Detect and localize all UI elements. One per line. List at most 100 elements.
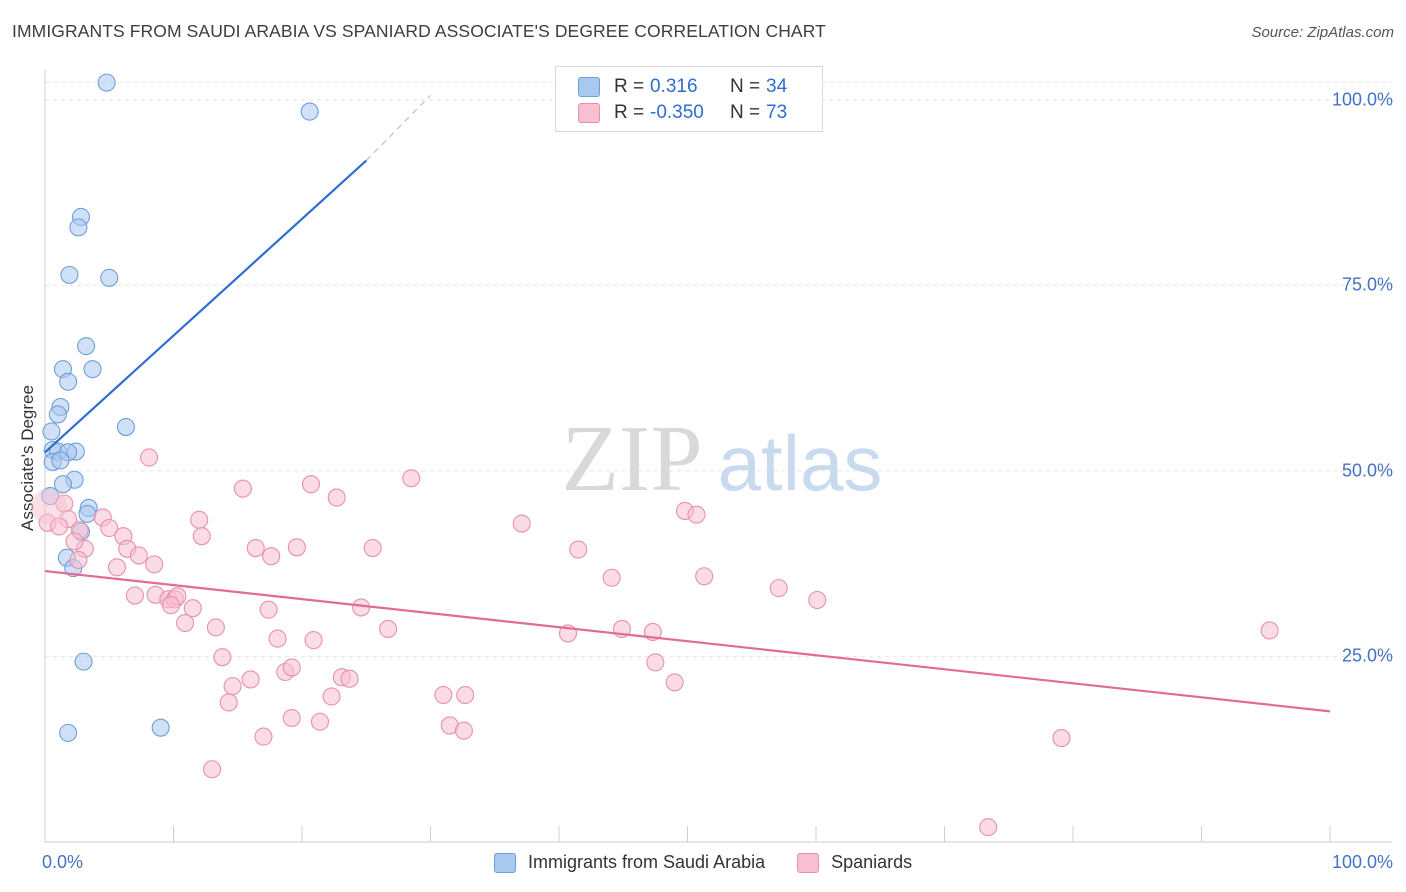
- spaniard-point: [665, 673, 684, 692]
- y-tick-label: 75.0%: [1341, 274, 1393, 295]
- spaniard-cluster-point: [30, 488, 67, 525]
- legend-row-spaniards: R = -0.350 N = 73: [578, 101, 787, 125]
- legend-swatch-spaniards: [797, 852, 820, 873]
- spaniard-point: [259, 600, 278, 619]
- spaniard-point: [1260, 621, 1279, 640]
- saudi-point: [59, 723, 78, 742]
- spaniard-point: [454, 721, 473, 740]
- saudi-point: [151, 718, 170, 737]
- spaniard-point: [327, 488, 346, 507]
- x-tick-max: 100.0%: [1331, 852, 1393, 872]
- saudi-point: [59, 372, 78, 391]
- spaniard-point: [69, 550, 88, 569]
- spaniard-point: [125, 586, 144, 605]
- spaniard-point: [268, 629, 287, 648]
- spaniard-point: [183, 599, 202, 618]
- watermark-zip: ZIP: [562, 407, 703, 511]
- saudi-point: [51, 451, 70, 470]
- spaniard-point: [140, 448, 159, 467]
- spaniard-point: [145, 555, 164, 574]
- x-tick-min: 0.0%: [42, 852, 84, 872]
- r-label: R =: [614, 102, 645, 123]
- spaniard-point: [434, 685, 453, 705]
- spaniard-point: [301, 475, 321, 494]
- spaniard-point: [282, 658, 301, 677]
- legend-label-saudi: Immigrants from Saudi Arabia: [528, 852, 766, 872]
- spaniard-point: [646, 653, 665, 672]
- trend-line-saudi: [44, 159, 367, 454]
- trend-lines: [44, 94, 1331, 713]
- spaniard-point: [602, 568, 621, 587]
- saudi-point: [60, 265, 79, 284]
- legend-item-saudi[interactable]: Immigrants from Saudi Arabia: [494, 852, 765, 873]
- spaniard-point: [254, 727, 273, 746]
- axes: [44, 70, 1392, 843]
- spaniard-point: [695, 567, 714, 586]
- legend-swatch-saudi: [578, 77, 600, 97]
- spaniard-point: [769, 579, 788, 598]
- y-tick-label: 50.0%: [1341, 460, 1393, 481]
- spaniard-point: [352, 598, 371, 617]
- saudi-point: [78, 504, 97, 523]
- spaniard-point: [282, 708, 301, 728]
- saudi-point: [77, 337, 96, 356]
- saudi-point: [97, 73, 116, 92]
- spaniard-point: [213, 648, 232, 667]
- y-tick-label: 25.0%: [1341, 645, 1393, 666]
- n-value: 34: [766, 76, 788, 97]
- legend-item-spaniards[interactable]: Spaniards: [797, 852, 912, 873]
- legend-label-spaniards: Spaniards: [831, 852, 913, 872]
- correlation-legend: R = 0.316 N = 34 R = -0.350 N = 73: [555, 66, 823, 132]
- spaniard-point: [402, 469, 421, 488]
- spaniard-point: [219, 693, 238, 712]
- saudi-point: [48, 405, 67, 424]
- spaniard-point: [223, 677, 242, 696]
- spaniard-point: [340, 669, 359, 688]
- spaniard-point: [363, 538, 382, 558]
- spaniard-point: [190, 510, 209, 529]
- saudi-point: [53, 475, 73, 494]
- spaniard-point: [322, 687, 341, 706]
- spaniard-point: [808, 590, 827, 610]
- spaniard-point: [304, 631, 323, 650]
- spaniard-point: [687, 505, 706, 524]
- spaniard-point: [161, 596, 180, 615]
- trend-line-saudi-extension: [365, 94, 431, 161]
- series-legend: Immigrants from Saudi Arabia Spaniards: [494, 852, 944, 873]
- n-label: N =: [730, 76, 761, 97]
- spaniard-point: [262, 547, 281, 566]
- n-label: N =: [730, 102, 761, 123]
- source-credit: Source: ZipAtlas.com: [1251, 24, 1394, 41]
- r-value: -0.350: [650, 102, 704, 123]
- spaniard-point: [241, 670, 260, 689]
- spaniard-point: [310, 712, 330, 731]
- saudi-point: [116, 417, 136, 437]
- spaniard-point: [979, 818, 998, 837]
- saudi-point: [74, 652, 93, 671]
- saudi-point: [100, 268, 119, 287]
- r-label: R =: [614, 76, 645, 97]
- gridlines: [45, 82, 1392, 657]
- spaniard-point: [1052, 729, 1071, 748]
- chart-title: IMMIGRANTS FROM SAUDI ARABIA VS SPANIARD…: [12, 21, 826, 41]
- spaniard-point: [206, 618, 225, 637]
- n-value: 73: [766, 102, 788, 123]
- legend-swatch-saudi: [494, 852, 516, 873]
- spaniard-point: [203, 760, 222, 779]
- saudi-point: [83, 360, 102, 379]
- spaniard-point: [512, 514, 531, 533]
- spaniard-point: [233, 479, 252, 498]
- legend-row-saudi: R = 0.316 N = 34: [578, 75, 787, 99]
- saudi-point: [42, 422, 61, 441]
- watermark: ZIP atlas: [562, 407, 883, 511]
- spaniard-point: [100, 518, 119, 538]
- spaniard-point: [176, 613, 195, 633]
- y-tick-label: 100.0%: [1331, 89, 1393, 110]
- spaniard-point: [569, 540, 588, 559]
- spaniard-point: [107, 558, 127, 577]
- legend-swatch-spaniards: [578, 103, 600, 123]
- spaniard-point: [65, 532, 84, 551]
- spaniard-point: [129, 546, 148, 565]
- data-points: [30, 73, 1279, 837]
